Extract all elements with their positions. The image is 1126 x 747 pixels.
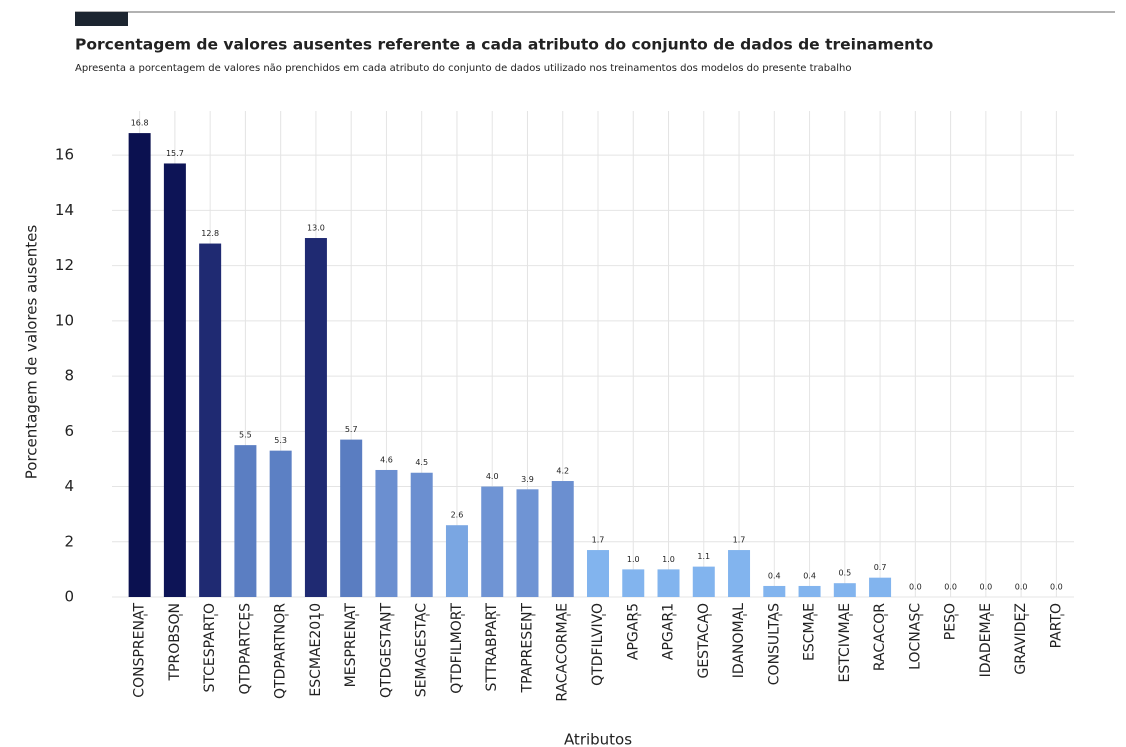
x-tick-label: RACACORMAE	[555, 603, 571, 702]
value-label: 5.3	[274, 436, 287, 445]
bar	[622, 569, 645, 597]
bar	[163, 163, 186, 597]
value-label: 5.7	[345, 425, 358, 434]
chart-title: Porcentagem de valores ausentes referent…	[75, 36, 933, 54]
value-label: 3.9	[521, 475, 534, 484]
x-tick-label: IDADEMAE	[978, 603, 994, 677]
x-tick-label: QTDFILMORT	[449, 603, 465, 694]
bar	[375, 469, 398, 597]
bar	[269, 450, 292, 597]
value-label: 1.7	[733, 536, 746, 545]
x-tick-label: CONSULTAS	[766, 603, 782, 685]
x-tick-label: RACACOR	[872, 603, 888, 671]
header-tab	[75, 12, 128, 26]
value-label: 0.7	[874, 563, 887, 572]
x-tick-label: MESPRENAT	[343, 603, 359, 688]
value-label: 0.4	[803, 571, 816, 580]
value-label: 0.4	[768, 571, 781, 580]
x-tick-label: PARTO	[1048, 603, 1064, 648]
x-tick-label: QTDPARTCES	[237, 603, 253, 695]
value-label: 4.0	[486, 472, 499, 481]
value-label: 0.0	[979, 583, 992, 592]
value-label: 1.7	[592, 536, 605, 545]
x-tick-label: IDANOMAL	[731, 603, 747, 678]
y-tick-label: 10	[55, 311, 74, 329]
value-label: 0.0	[909, 583, 922, 592]
y-tick-label: 4	[64, 477, 74, 495]
x-tick-label: LOCNASC	[907, 603, 923, 670]
x-tick-label: QTDFILVIVO	[590, 603, 606, 686]
bar	[128, 133, 151, 597]
bar	[234, 445, 257, 597]
y-tick-label: 2	[64, 532, 74, 550]
value-label: 1.0	[662, 555, 675, 564]
y-tick-label: 8	[64, 367, 74, 385]
value-label: 0.5	[838, 569, 851, 578]
bar	[798, 585, 821, 597]
bar	[869, 577, 892, 597]
x-tick-label: ESTCIVMAE	[837, 603, 853, 682]
bar	[551, 481, 574, 597]
y-tick-label: 12	[55, 256, 74, 274]
x-tick-label: GESTACAO	[696, 603, 712, 679]
value-label: 15.7	[166, 149, 184, 158]
x-tick-label: TPROBSON	[167, 603, 183, 681]
value-label: 0.0	[1015, 583, 1028, 592]
x-tick-label: PESO	[943, 603, 959, 640]
value-label: 4.2	[556, 467, 569, 476]
bar	[763, 585, 786, 597]
x-tick-label: TPAPRESENT	[519, 603, 535, 694]
value-label: 13.0	[307, 224, 325, 233]
x-tick-label: QTDPARTNOR	[273, 603, 289, 699]
bar	[199, 243, 222, 597]
value-label: 5.5	[239, 431, 252, 440]
y-axis-label: Porcentagem de valores ausentes	[23, 225, 41, 480]
value-label: 4.5	[415, 458, 428, 467]
value-label: 0.0	[1050, 583, 1063, 592]
value-label: 1.0	[627, 555, 640, 564]
bar	[410, 472, 433, 597]
value-label: 16.8	[131, 119, 149, 128]
x-tick-label: QTDGESTANT	[378, 603, 394, 698]
bar	[481, 486, 504, 597]
x-tick-label: ESCMAE	[802, 603, 818, 661]
bar	[445, 525, 468, 597]
x-tick-label: APGAR1	[661, 603, 677, 660]
value-label: 12.8	[201, 229, 219, 238]
x-axis-label: Atributos	[564, 731, 632, 747]
y-tick-label: 0	[64, 588, 74, 606]
x-tick-label: CONSPRENAT	[132, 603, 148, 698]
value-label: 1.1	[697, 552, 710, 561]
bar	[304, 238, 327, 598]
bar	[833, 583, 856, 597]
chart-subtitle: Apresenta a porcentagem de valores não p…	[75, 63, 851, 74]
value-label: 4.6	[380, 455, 393, 464]
x-tick-label: SEMAGESTAC	[414, 603, 430, 698]
y-tick-label: 16	[55, 146, 74, 164]
bar	[340, 439, 363, 597]
x-tick-label: APGAR5	[625, 603, 641, 660]
x-tick-label: ESCMAE2010	[308, 603, 324, 697]
x-tick-label: STTRABPART	[484, 603, 500, 692]
value-label: 2.6	[451, 511, 464, 520]
x-tick-label: STCESPARTO	[202, 603, 218, 693]
value-label: 0.0	[944, 583, 957, 592]
bar	[692, 566, 715, 597]
bar	[657, 569, 680, 597]
bar	[728, 550, 751, 597]
bar	[587, 550, 609, 597]
y-tick-label: 6	[64, 422, 74, 440]
bar	[516, 489, 539, 597]
x-tick-label: GRAVIDEZ	[1013, 603, 1029, 675]
y-tick-label: 14	[55, 201, 74, 219]
